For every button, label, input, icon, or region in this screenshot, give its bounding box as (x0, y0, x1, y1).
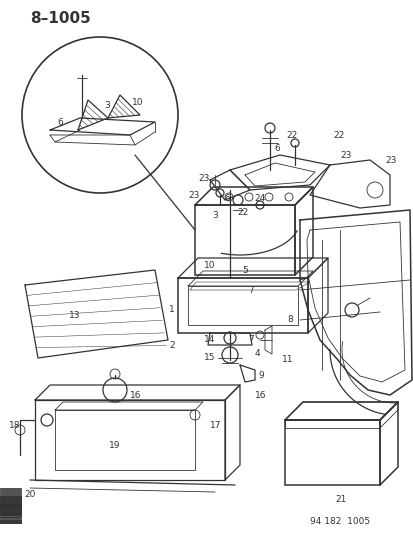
Text: 4: 4 (254, 350, 260, 359)
Text: 3: 3 (212, 211, 218, 220)
Text: 14: 14 (203, 335, 214, 344)
Text: 6: 6 (273, 143, 279, 152)
Text: 8: 8 (287, 316, 292, 325)
Bar (195, 205, 294, 275)
Text: 11: 11 (281, 356, 292, 365)
Text: 2: 2 (169, 341, 175, 350)
Text: 3: 3 (104, 101, 109, 109)
Text: 23: 23 (198, 174, 209, 182)
Text: 94 182  1005: 94 182 1005 (309, 518, 369, 527)
Text: 24: 24 (254, 193, 265, 203)
Text: 13: 13 (69, 311, 81, 319)
Text: 10: 10 (203, 261, 214, 270)
Text: 21: 21 (335, 496, 346, 505)
Bar (188, 286, 297, 325)
Text: 23: 23 (188, 190, 199, 199)
Text: 6: 6 (57, 117, 63, 126)
Text: 6: 6 (223, 193, 229, 203)
Text: 16: 16 (254, 391, 266, 400)
Bar (284, 420, 379, 485)
Text: 18: 18 (9, 421, 20, 430)
Text: 23: 23 (384, 156, 395, 165)
Text: 19: 19 (108, 440, 120, 449)
Text: 10: 10 (132, 98, 143, 107)
Bar (178, 278, 307, 333)
Text: 17: 17 (209, 421, 221, 430)
Bar (55, 410, 195, 470)
Text: 9: 9 (257, 370, 263, 379)
Text: 22: 22 (332, 131, 344, 140)
Text: 7: 7 (247, 335, 253, 344)
Text: 5: 5 (242, 265, 247, 274)
Text: 22: 22 (286, 131, 297, 140)
Bar (284, 420, 379, 428)
Text: 23: 23 (339, 150, 351, 159)
Text: 1: 1 (169, 305, 175, 314)
Text: 20: 20 (24, 490, 36, 499)
Text: 15: 15 (203, 353, 214, 362)
Bar (35, 400, 224, 480)
Text: 16: 16 (130, 391, 141, 400)
Text: 8–1005: 8–1005 (30, 11, 90, 26)
Text: 22: 22 (237, 207, 248, 216)
Text: 7: 7 (247, 286, 253, 295)
